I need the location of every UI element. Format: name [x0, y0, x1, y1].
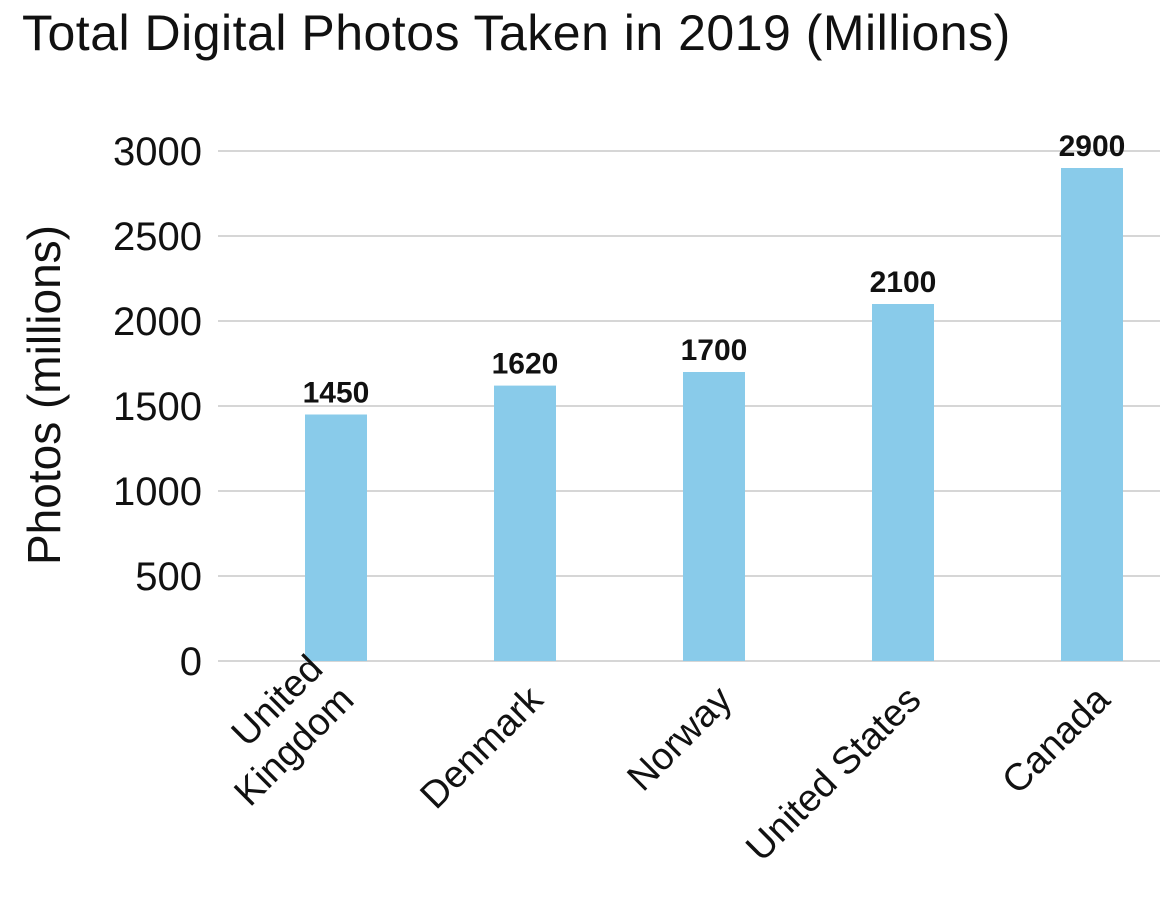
y-tick-label: 2500 — [113, 215, 202, 259]
x-category-label-line: Norway — [619, 679, 740, 800]
y-tick-label: 1500 — [113, 385, 202, 429]
x-category-label: Canada — [994, 678, 1118, 802]
bars — [305, 168, 1123, 661]
data-label: 1450 — [303, 377, 370, 410]
chart-title: Total Digital Photos Taken in 2019 (Mill… — [22, 5, 1011, 61]
y-axis-title: Photos (millions) — [18, 225, 70, 565]
x-category-label-line: Denmark — [413, 678, 552, 817]
data-labels: 1450 1620 1700 2100 2900 — [303, 130, 1126, 410]
y-tick-label: 1000 — [113, 470, 202, 514]
y-axis-ticks: 0 500 1000 1500 2000 2500 3000 — [113, 130, 202, 684]
data-label: 1620 — [492, 348, 559, 381]
x-category-label: Norway — [619, 679, 740, 800]
y-tick-label: 3000 — [113, 130, 202, 174]
bar — [494, 385, 556, 661]
bar — [305, 414, 367, 661]
bar — [872, 304, 934, 661]
y-tick-label: 2000 — [113, 300, 202, 344]
x-category-label: United States — [738, 679, 929, 870]
x-category-label-line: Canada — [994, 678, 1118, 802]
bar — [1061, 168, 1123, 661]
x-category-label-line: United States — [738, 679, 929, 870]
x-category-label: Denmark — [413, 678, 552, 817]
data-label: 2100 — [870, 266, 937, 299]
data-label: 2900 — [1059, 130, 1126, 163]
data-label: 1700 — [681, 334, 748, 367]
y-tick-label: 0 — [180, 640, 202, 684]
y-tick-label: 500 — [135, 555, 202, 599]
bar — [683, 372, 745, 661]
